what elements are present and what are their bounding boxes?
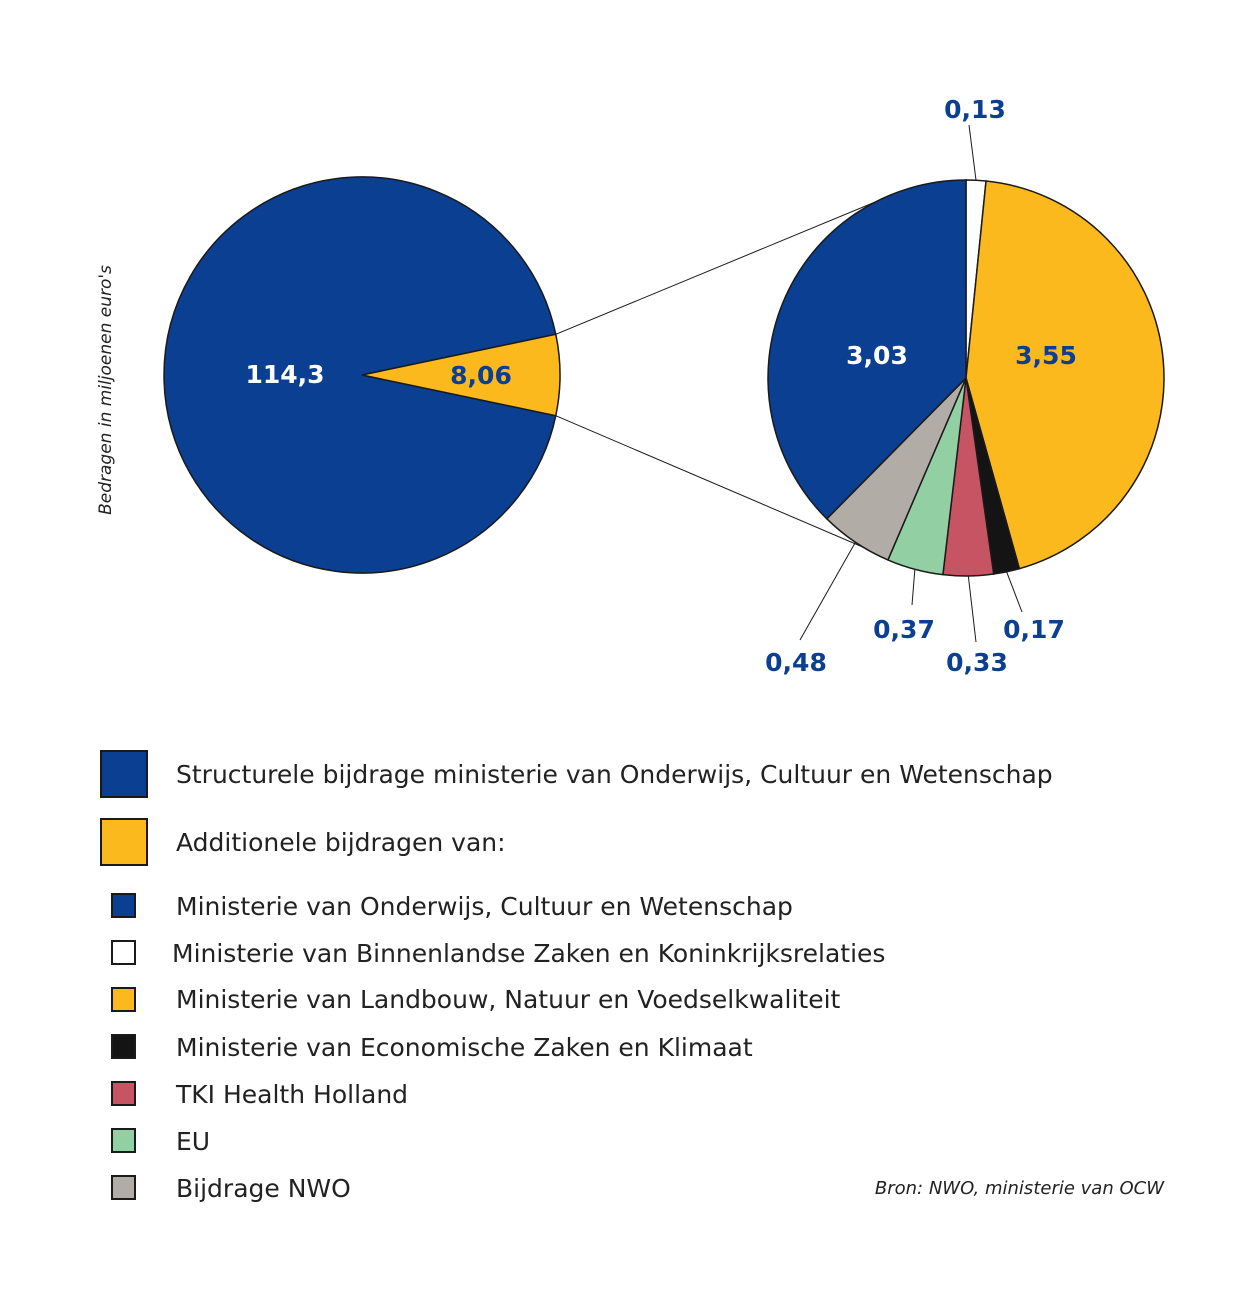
label-detail-5: 0,48 [765, 648, 827, 677]
legend-item-nwo [111, 1175, 136, 1200]
legend-label: Ministerie van Economische Zaken en Klim… [176, 1033, 753, 1062]
legend-item-lnv [111, 987, 136, 1012]
label-detail-4: 0,37 [873, 615, 935, 644]
legend-label: Ministerie van Binnenlandse Zaken en Kon… [172, 939, 886, 968]
leader-line-4 [911, 569, 916, 606]
leader-line-2 [1006, 571, 1023, 613]
legend-label: Bijdrage NWO [176, 1174, 351, 1203]
leader-line-0 [968, 124, 977, 181]
pie-charts: 114,3 8,06 0,13 3,55 0,17 0,33 0,37 0,48 3,03 [163, 95, 1165, 677]
legend-swatch [100, 818, 148, 866]
legend-swatch [111, 1081, 136, 1106]
label-additional: 8,06 [450, 361, 512, 390]
legend-swatch [111, 1128, 136, 1153]
main-pie [163, 176, 561, 574]
slice-detail-1 [965, 180, 1165, 570]
legend-label: Structurele bijdrage ministerie van Onde… [176, 760, 1053, 789]
label-detail-0: 0,13 [944, 95, 1006, 124]
legend-swatch [111, 1175, 136, 1200]
legend-item-bzk [111, 940, 136, 965]
legend-label: TKI Health Holland [176, 1080, 409, 1109]
legend-item-ocw [111, 893, 136, 918]
leader-line-3 [967, 575, 977, 643]
connector-upper [555, 199, 881, 335]
label-detail-6: 3,03 [846, 341, 908, 370]
legend-item-eu [111, 1128, 136, 1153]
legend-swatch [100, 750, 148, 798]
slice-additional [361, 333, 561, 417]
label-structural: 114,3 [245, 360, 324, 389]
legend-label: Additionele bijdragen van: [176, 828, 506, 857]
connector-lines [555, 124, 1023, 643]
legend-item-additional [100, 818, 148, 866]
slice-structural [163, 176, 557, 574]
connector-lower [555, 415, 866, 549]
legend-item-tki [111, 1081, 136, 1106]
legend-item-structural [100, 750, 148, 798]
slice-labels: 114,3 8,06 0,13 3,55 0,17 0,33 0,37 0,48 3,03 [245, 95, 1076, 677]
unit-note: Bedragen in miljoenen euro's [96, 265, 116, 515]
legend-label: Ministerie van Landbouw, Natuur en Voeds… [176, 985, 841, 1014]
legend-label: EU [176, 1127, 211, 1156]
legend-item-ezk [111, 1034, 136, 1059]
leader-line-5 [799, 542, 856, 641]
legend-label: Ministerie van Onderwijs, Cultuur en Wet… [176, 892, 793, 921]
legend-swatch [111, 987, 136, 1012]
source-note: Bron: NWO, ministerie van OCW [874, 1178, 1164, 1199]
label-detail-2: 0,17 [1003, 615, 1065, 644]
label-detail-1: 3,55 [1015, 341, 1077, 370]
legend-swatch [111, 893, 136, 918]
label-detail-3: 0,33 [946, 648, 1008, 677]
detail-pie [767, 179, 1165, 577]
legend-swatch [111, 940, 136, 965]
legend-swatch [111, 1034, 136, 1059]
slice-detail-6 [767, 179, 967, 520]
